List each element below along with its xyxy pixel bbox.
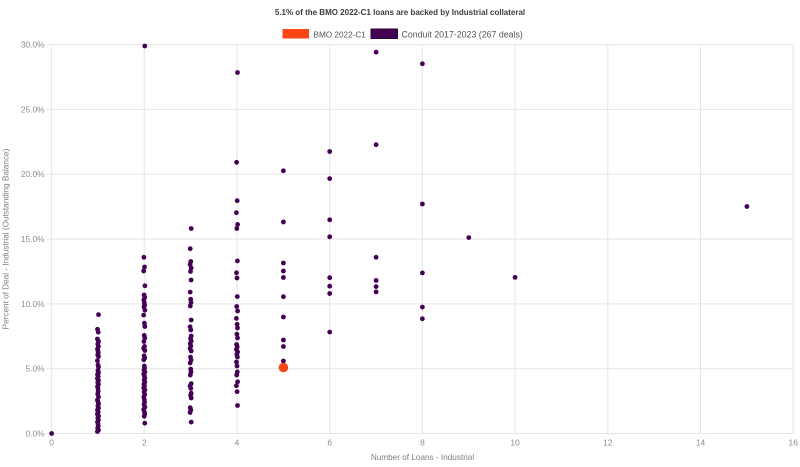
svg-text:25.0%: 25.0% [21, 104, 45, 114]
svg-text:Conduit 2017-2023 (267 deals): Conduit 2017-2023 (267 deals) [402, 29, 523, 39]
svg-text:14: 14 [696, 438, 706, 448]
svg-text:10: 10 [510, 438, 520, 448]
svg-text:5.1% of the BMO 2022-C1 loans: 5.1% of the BMO 2022-C1 loans are backed… [275, 8, 525, 17]
svg-text:20.0%: 20.0% [21, 169, 45, 179]
svg-text:2: 2 [142, 438, 147, 448]
svg-text:8: 8 [420, 438, 425, 448]
svg-text:12: 12 [603, 438, 613, 448]
svg-text:0.0%: 0.0% [26, 428, 46, 438]
svg-text:16: 16 [789, 438, 799, 448]
svg-text:10.0%: 10.0% [21, 299, 45, 309]
svg-text:5.0%: 5.0% [26, 364, 46, 374]
svg-text:6: 6 [327, 438, 332, 448]
svg-text:30.0%: 30.0% [21, 40, 45, 50]
svg-text:4: 4 [235, 438, 240, 448]
svg-text:Number of Loans - Industrial: Number of Loans - Industrial [371, 453, 474, 462]
svg-text:BMO 2022-C1: BMO 2022-C1 [314, 30, 367, 39]
svg-text:Percent of Deal - Industrial (: Percent of Deal - Industrial (Outstandin… [2, 148, 11, 329]
svg-text:0: 0 [49, 438, 54, 448]
svg-text:15.0%: 15.0% [21, 234, 45, 244]
